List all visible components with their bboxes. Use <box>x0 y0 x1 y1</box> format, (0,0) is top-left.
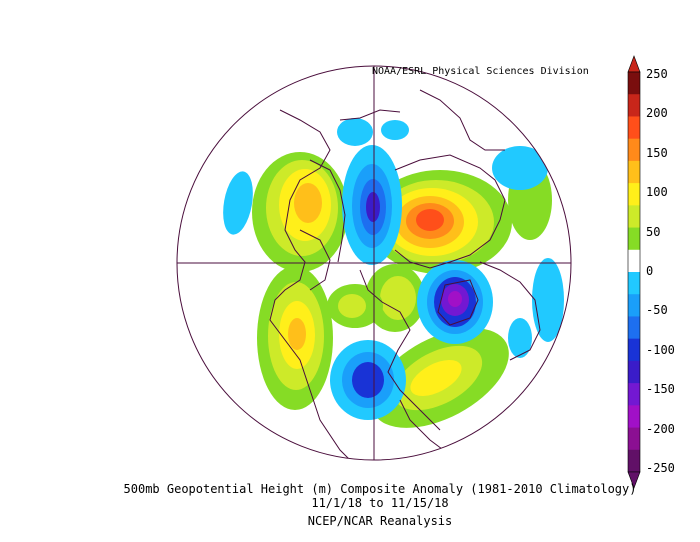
colorbar-swatch <box>628 272 640 295</box>
colorbar-tick-label: 100 <box>646 185 668 200</box>
colorbar-swatch <box>628 427 640 451</box>
trough-north-america <box>330 340 406 420</box>
colorbar-swatch <box>628 94 640 117</box>
colorbar-tick-label: -250 <box>646 461 675 475</box>
caption-source: NCEP/NCAR Reanalysis <box>307 514 453 528</box>
colorbar-swatch <box>628 294 640 317</box>
colorbar-swatch <box>628 449 640 473</box>
ridge-atlantic <box>371 328 509 428</box>
trough-east-2 <box>508 318 532 358</box>
colorbar-swatch <box>628 227 640 251</box>
colorbar-swatch <box>628 160 640 184</box>
trough-north-2 <box>381 120 409 140</box>
colorbar-tick-label: 200 <box>646 106 668 121</box>
colorbar-tick-label: -50 <box>646 303 668 318</box>
trough-far-west <box>223 171 253 235</box>
colorbar-tick-label: 150 <box>646 145 668 160</box>
anomaly-field <box>223 89 564 460</box>
trough-greenland <box>417 260 493 344</box>
colorbar-swatch <box>628 116 640 140</box>
ridge-eurasia <box>368 170 512 274</box>
colorbar-swatch <box>628 405 640 428</box>
caption-title: 500mb Geopotential Height (m) Composite … <box>123 482 637 496</box>
credit-label: NOAA/ESRL Physical Sciences Division <box>372 66 589 77</box>
colorbar-swatch <box>628 316 640 340</box>
colorbar-swatch <box>628 205 640 228</box>
ridge-pole <box>327 264 425 332</box>
colorbar-swatch <box>628 72 640 95</box>
caption-dates: 11/1/18 to 11/15/18 <box>311 496 449 510</box>
colorbar-swatch <box>628 183 640 206</box>
colorbar-tick-label: -200 <box>646 421 675 436</box>
map-border <box>176 65 572 461</box>
colorbar-swatch <box>628 383 640 406</box>
colorbar-min-arrow <box>627 471 641 489</box>
trough-northeast <box>492 146 548 190</box>
colorbar-tick-label: -150 <box>646 382 675 397</box>
colorbar-swatch <box>628 360 640 384</box>
colorbar-tick-label: 250 <box>646 67 668 81</box>
trough-east <box>532 258 564 342</box>
colorbar-swatch <box>628 138 640 162</box>
continent-outlines <box>269 89 541 460</box>
trough-siberia <box>342 145 402 265</box>
trough-north-1 <box>337 118 373 146</box>
colorbar <box>627 55 641 489</box>
colorbar-max-arrow <box>627 55 641 73</box>
colorbar-tick-label: 0 <box>646 264 654 278</box>
colorbar-tick-label: 50 <box>646 224 661 239</box>
colorbar-swatch <box>628 249 640 273</box>
colorbar-tick-label: -100 <box>646 342 675 357</box>
ridge-north-pacific <box>257 266 333 410</box>
colorbar-swatch <box>628 338 640 362</box>
ridge-west-canada <box>252 152 348 272</box>
